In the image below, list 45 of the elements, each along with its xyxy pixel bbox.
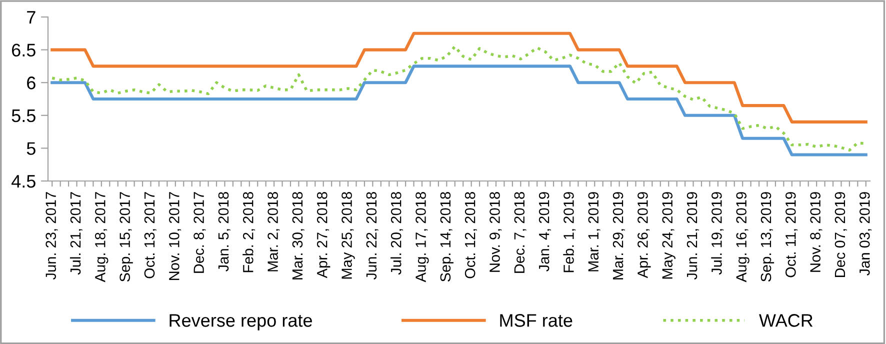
x-tick-label: Jan. 5, 2018	[218, 192, 230, 272]
x-tick-label: Dec. 8, 2017	[194, 192, 206, 273]
x-tick-label: Jul. 21, 2017	[70, 192, 82, 275]
x-tick-label: Aug. 17, 2018	[416, 192, 429, 282]
y-tick-label: 6.5	[12, 44, 36, 57]
x-tick-label: Nov. 9, 2018	[490, 192, 502, 272]
x-tick-label: Jul. 20, 2018	[390, 192, 403, 275]
y-tick-label: 4.5	[12, 175, 36, 188]
x-tick-label: Oct. 13, 2017	[144, 192, 156, 278]
x-tick-label: Dec. 7, 2018	[514, 192, 526, 273]
x-tick-label: Mar. 2, 2018	[268, 192, 280, 272]
legend-label: Reverse repo rate	[170, 314, 312, 330]
x-tick-label: Apr. 27, 2018	[316, 192, 330, 278]
x-tick-label: Dec 07, 2019	[834, 192, 847, 277]
x-tick-label: Jun. 23, 2017	[46, 192, 58, 280]
line-series	[50, 64, 868, 156]
y-tick-label: 7	[27, 11, 36, 24]
x-tick-label: Mar. 30, 2018	[292, 192, 304, 280]
x-tick-label: Jan 03, 2019	[859, 192, 872, 276]
x-tick-label: Jan. 4, 2019	[538, 192, 551, 272]
y-tick-label: 5	[26, 142, 36, 155]
y-tick-label: 5.5	[12, 110, 36, 122]
x-tick-label: Feb. 1, 2019	[563, 192, 576, 272]
x-tick-label: May 25, 2018	[342, 192, 355, 279]
x-tick-label: Aug. 18, 2017	[95, 192, 108, 282]
legend-label: WACR	[759, 314, 813, 327]
x-tick-label: Oct. 12, 2018	[464, 192, 477, 278]
x-tick-label: Nov. 8, 2019	[810, 192, 822, 272]
y-tick-label: 6	[27, 76, 36, 90]
x-tick-label: Jun. 22, 2018	[366, 192, 378, 280]
x-tick-label: Sep. 13, 2019	[760, 192, 774, 282]
x-tick-label: Sep. 15, 2017	[120, 192, 133, 282]
legend-label: MSF rate	[500, 314, 572, 327]
x-tick-label: Jul. 19, 2019	[711, 192, 724, 275]
line-series	[50, 32, 868, 124]
x-tick-label: Sep. 14, 2018	[440, 192, 454, 282]
x-tick-label: May 24, 2019	[662, 192, 676, 279]
x-tick-label: Apr. 26, 2019	[638, 192, 651, 278]
x-tick-label: Mar. 29, 2019	[612, 192, 625, 280]
x-tick-label: Jun. 21, 2019	[686, 192, 699, 280]
x-tick-label: Oct. 11, 2019	[786, 192, 798, 278]
x-tick-label: Feb. 2, 2018	[242, 192, 256, 272]
x-tick-label: Nov. 10, 2017	[169, 192, 182, 280]
x-tick-label: Mar. 1, 2019	[588, 192, 600, 272]
x-tick-label: Aug. 16, 2019	[736, 192, 750, 282]
